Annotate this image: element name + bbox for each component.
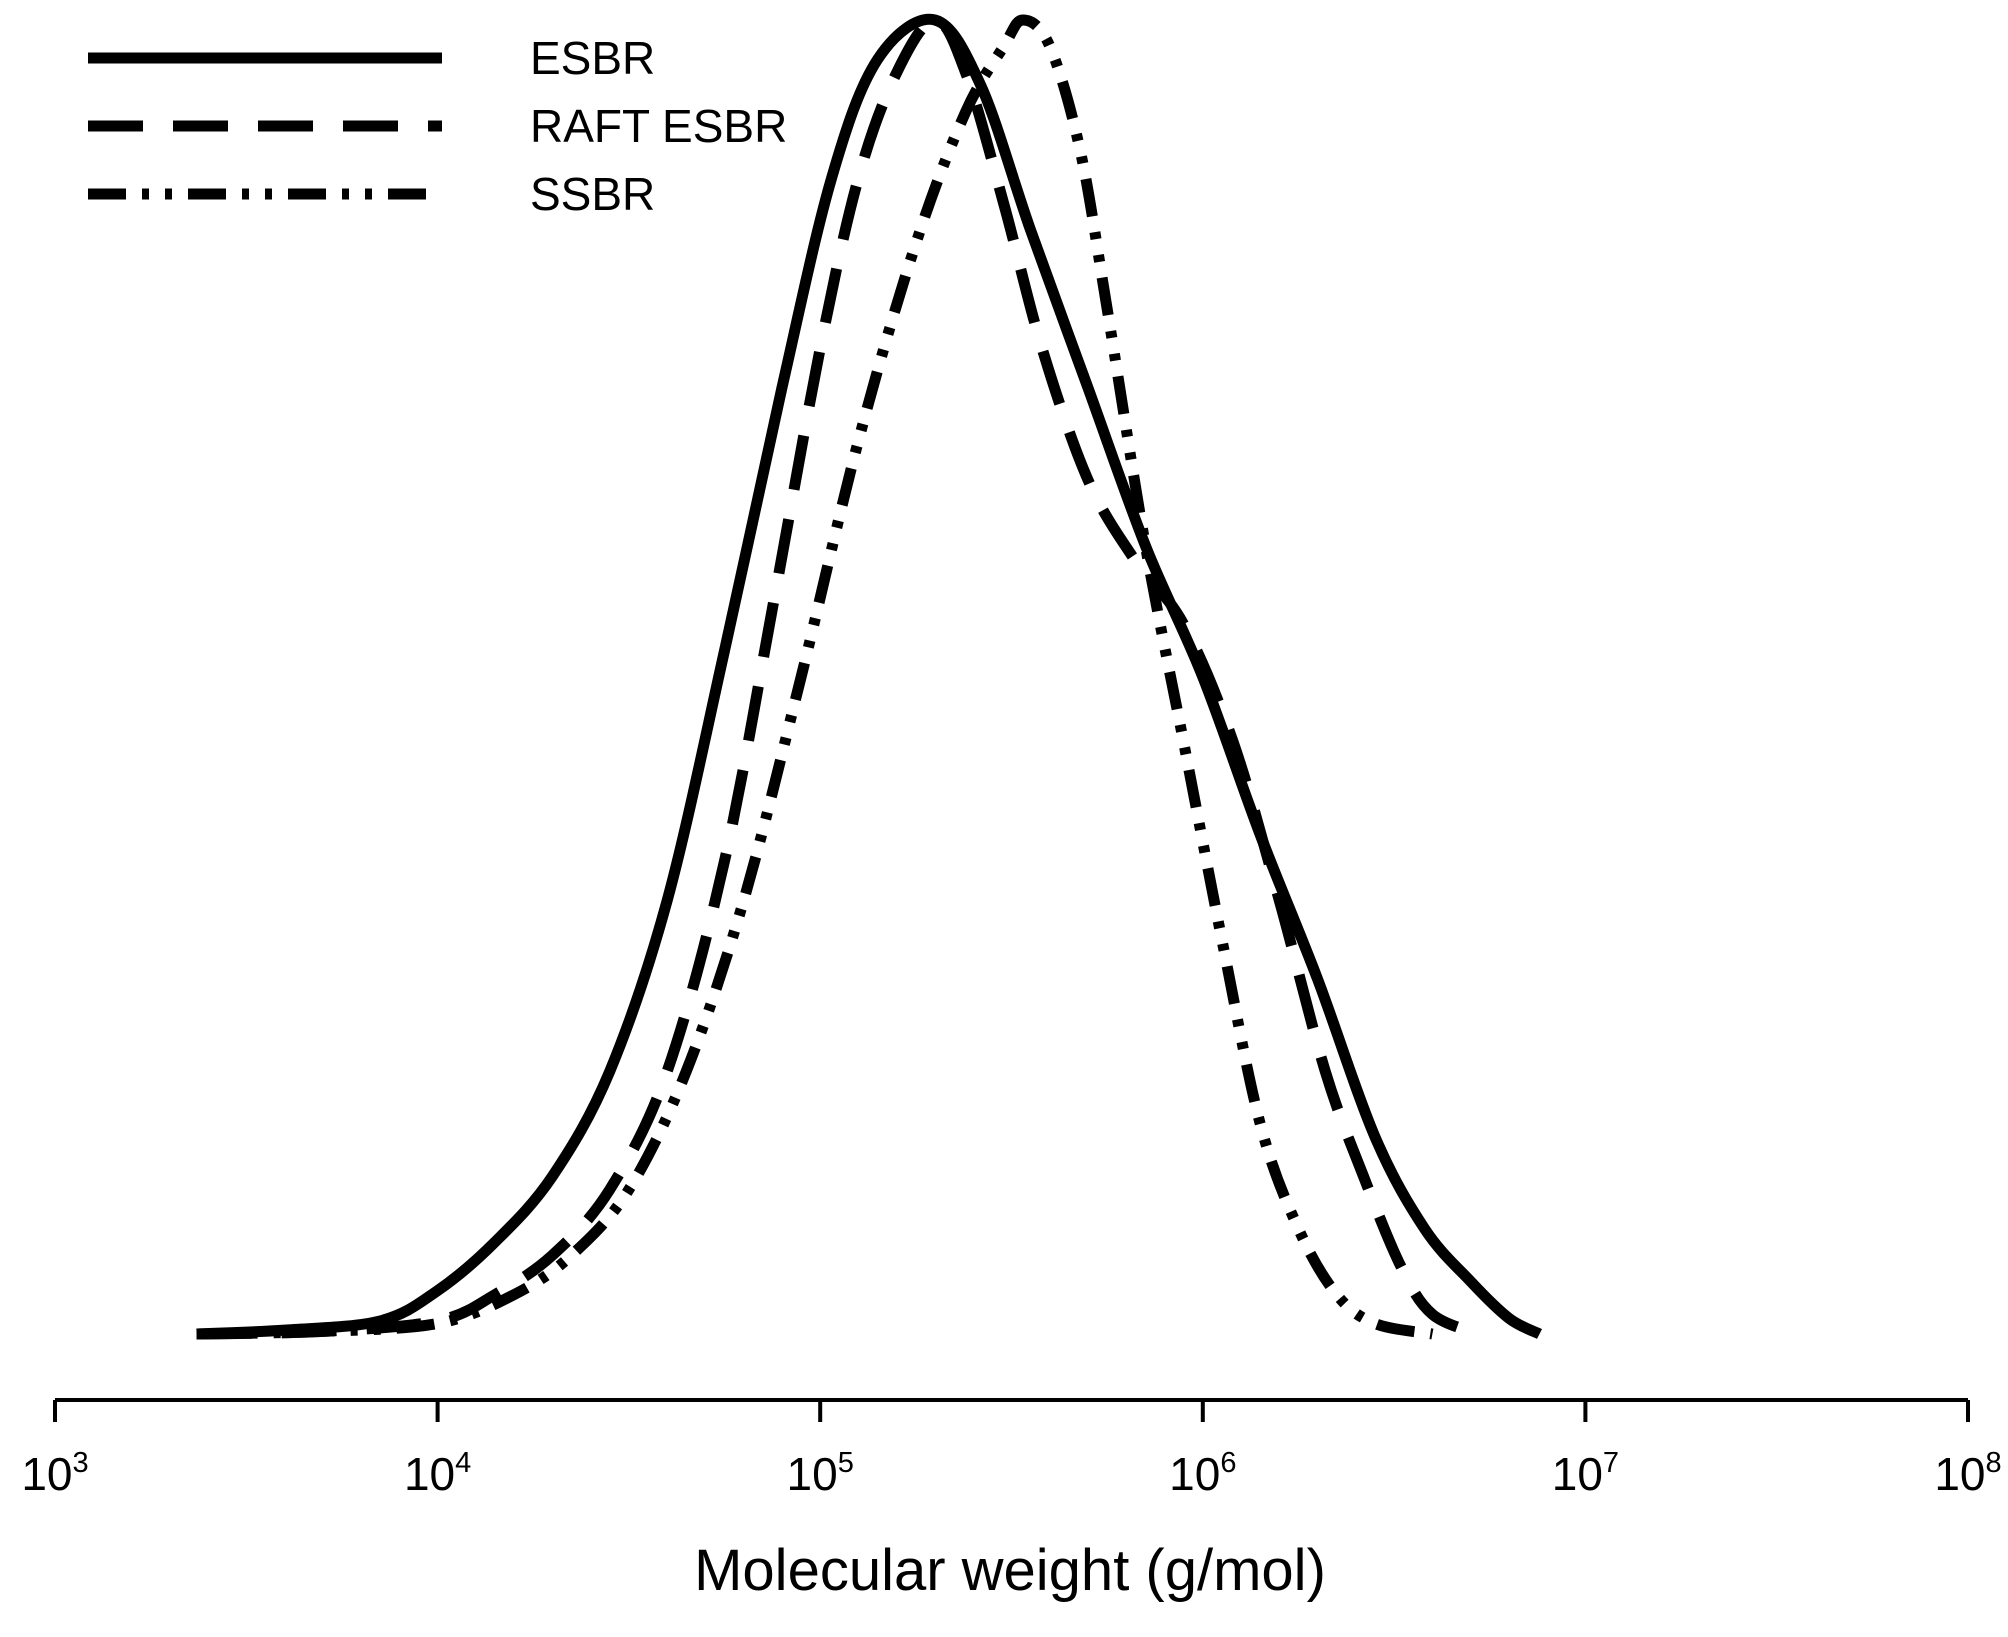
x-axis-title: Molecular weight (g/mol)	[694, 1538, 1326, 1603]
x-tick-label: 103	[21, 1447, 88, 1500]
series-line-raft-esbr	[196, 14, 1481, 1340]
series-line-esbr	[196, 13, 1542, 1340]
legend-label-raft-esbr: RAFT ESBR	[530, 100, 787, 152]
series-line-ssbr	[196, 14, 1434, 1340]
x-tick-label: 106	[1169, 1447, 1236, 1500]
legend: ESBR RAFT ESBR SSBR	[88, 32, 787, 220]
x-tick-label: 104	[404, 1447, 471, 1500]
x-axis: 103 104 105 106 107 108	[21, 1398, 2002, 1500]
x-tick-label: 107	[1552, 1447, 1619, 1500]
x-tick-label: 108	[1934, 1447, 2001, 1500]
x-tick-label: 105	[787, 1447, 854, 1500]
legend-label-esbr: ESBR	[530, 32, 655, 84]
legend-label-ssbr: SSBR	[530, 168, 655, 220]
series-layer	[196, 13, 1542, 1340]
